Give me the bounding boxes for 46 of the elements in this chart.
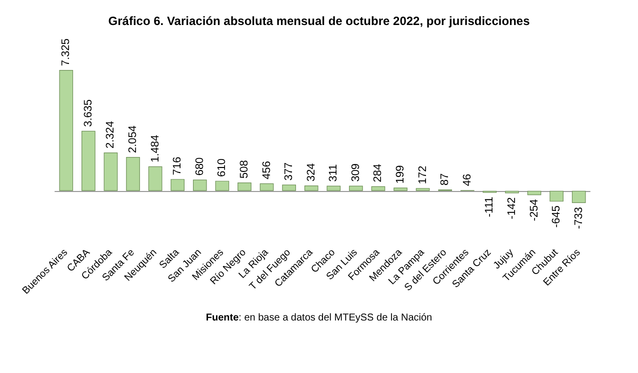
chart-title: Gráfico 6. Variación absoluta mensual de octubre 2022, por jurisdicciones (108, 14, 530, 28)
bar (371, 186, 386, 191)
data-label: 377 (283, 162, 296, 181)
bar (550, 190, 564, 202)
bar (59, 70, 74, 191)
data-label: -111 (484, 196, 496, 218)
bar (104, 152, 118, 191)
data-label: -142 (506, 197, 518, 220)
data-label: 46 (461, 174, 474, 186)
data-label: 1.484 (149, 134, 162, 162)
data-label: 508 (238, 160, 250, 179)
data-label: 324 (305, 163, 318, 182)
data-label: 199 (394, 165, 407, 184)
bar (527, 190, 542, 196)
data-label: 172 (416, 166, 429, 184)
bar (260, 183, 274, 191)
bar (148, 166, 162, 191)
bar (170, 179, 185, 191)
data-label: 284 (372, 164, 384, 182)
bar (82, 130, 96, 191)
data-label: 716 (172, 156, 184, 176)
bar (126, 157, 140, 191)
data-label: 87 (439, 173, 452, 186)
data-label: 311 (328, 164, 340, 182)
data-label: -733 (572, 207, 585, 230)
data-label: 309 (350, 163, 362, 182)
data-label: 3.635 (82, 99, 94, 127)
data-label: -645 (550, 206, 563, 228)
data-label: 680 (194, 157, 206, 176)
data-label: 7.325 (60, 38, 72, 66)
source-note: Fuente: en base a datos del MTEySS de la Nación (206, 312, 432, 324)
bar (326, 186, 341, 191)
bar (572, 190, 586, 203)
data-label: 2.054 (127, 125, 140, 153)
bar (349, 186, 363, 191)
bar (215, 180, 230, 191)
bar (416, 188, 430, 191)
data-label: -254 (528, 199, 540, 222)
data-label: 2.324 (104, 121, 117, 149)
bar (282, 184, 296, 191)
data-label: 610 (216, 158, 228, 177)
bar (238, 182, 252, 191)
data-label: 456 (260, 161, 273, 180)
bar (304, 186, 318, 191)
bar (192, 180, 207, 191)
bar (394, 188, 408, 191)
